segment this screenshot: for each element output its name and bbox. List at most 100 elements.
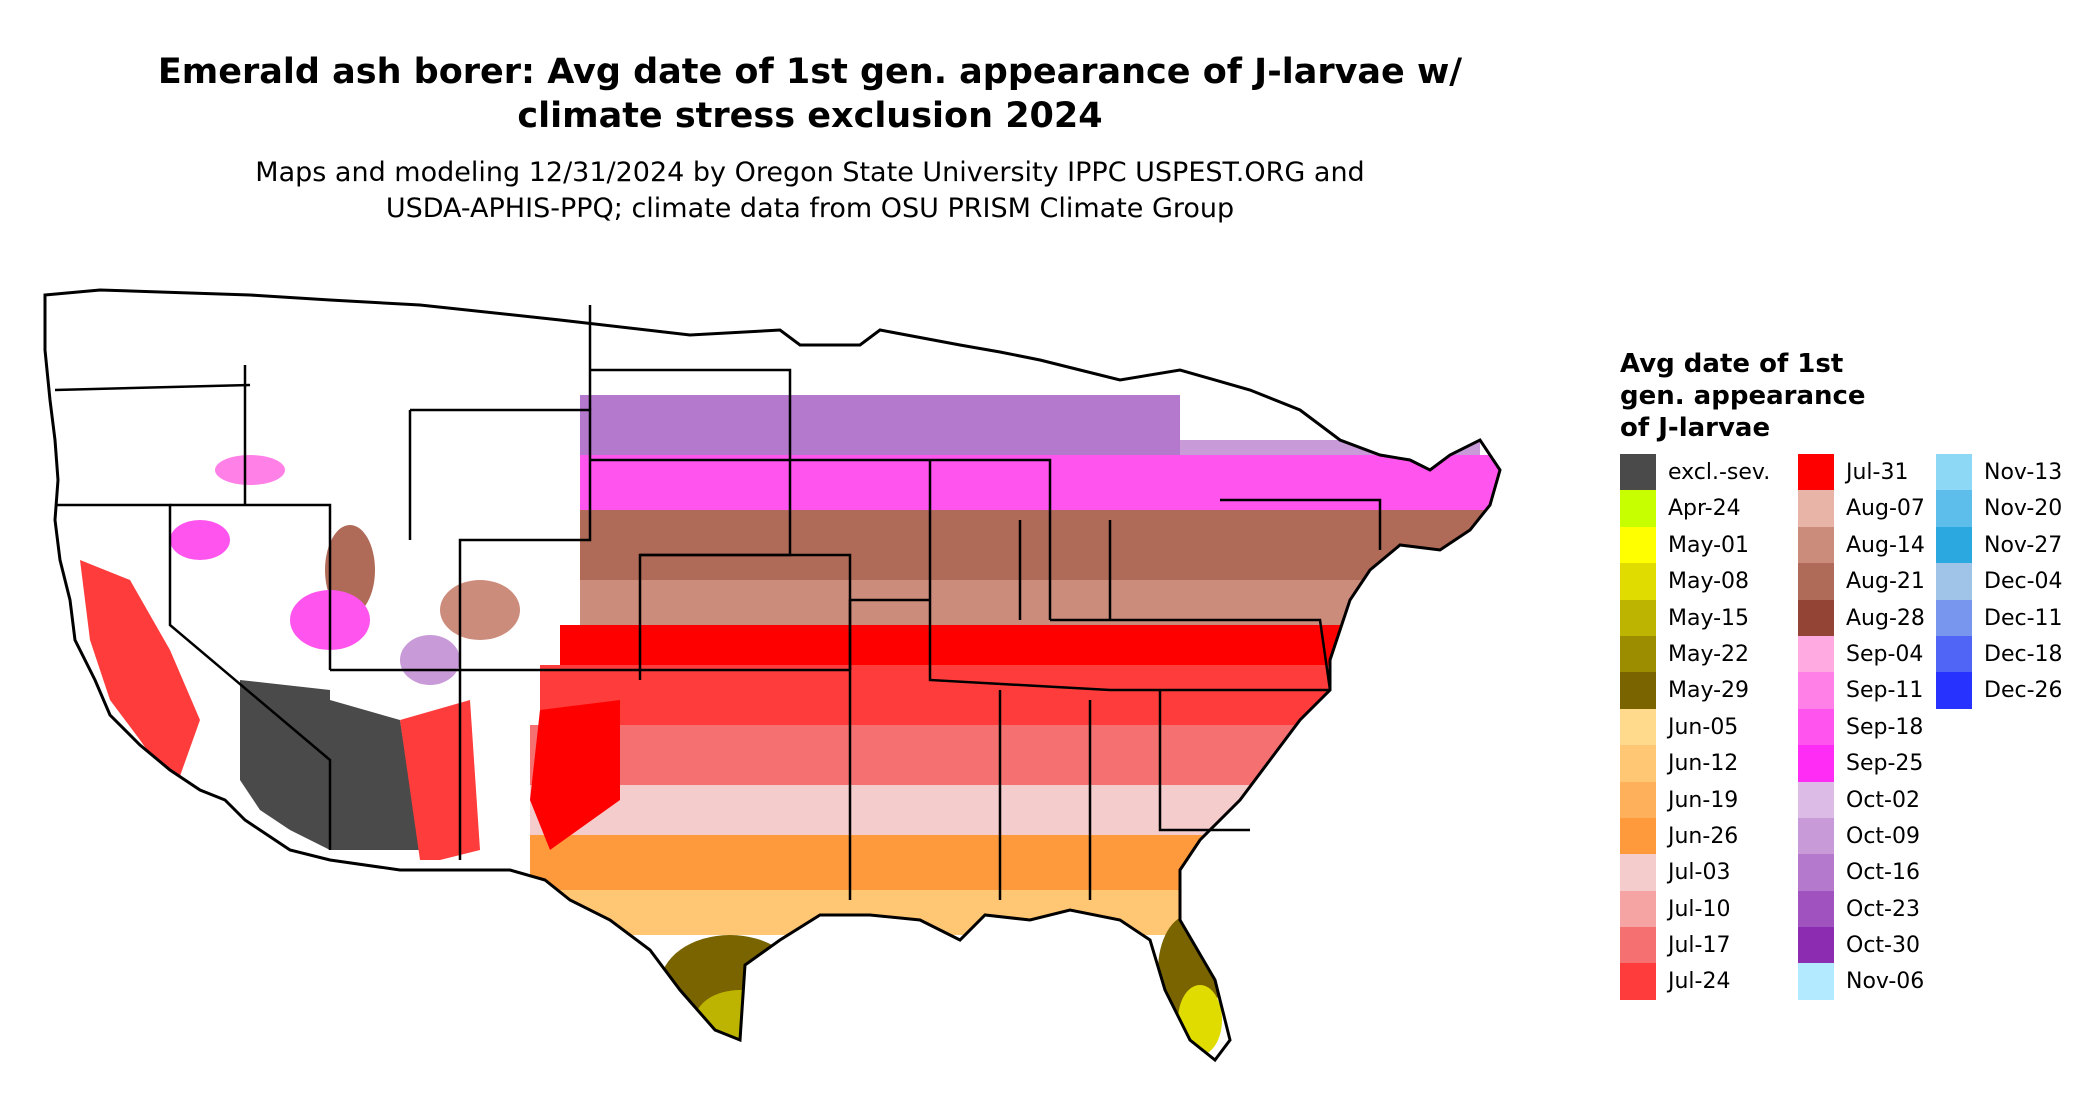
legend-item: Dec-26 <box>1936 672 2096 709</box>
legend-item: Aug-28 <box>1798 599 1958 636</box>
legend-swatch <box>1798 781 1834 818</box>
legend-label: Jul-03 <box>1668 860 1731 886</box>
legend-item: May-01 <box>1620 526 1780 564</box>
legend-swatch <box>1620 854 1656 891</box>
subtitle-line-1: Maps and modeling 12/31/2024 by Oregon S… <box>255 157 1365 188</box>
map-subtitle: Maps and modeling 12/31/2024 by Oregon S… <box>60 155 1560 227</box>
legend-label: Jul-24 <box>1668 969 1731 995</box>
legend-item: Jul-31 <box>1798 454 1958 491</box>
legend-title-line-3: of J-larvae <box>1620 413 1771 443</box>
legend-swatch <box>1620 635 1656 673</box>
legend-item: Apr-24 <box>1620 490 1780 527</box>
legend-label: Dec-18 <box>1984 641 2063 667</box>
legend-column: Nov-13 Nov-20 Nov-27 Dec-04 Dec-11 Dec-18 Dec-… <box>1936 454 2096 709</box>
legend-swatch <box>1798 927 1834 964</box>
map-title: Emerald ash borer: Avg date of 1st gen. … <box>60 50 1560 138</box>
legend-swatch <box>1798 526 1834 564</box>
legend-label: Nov-20 <box>1984 496 2063 522</box>
legend-label: Sep-25 <box>1846 751 1924 777</box>
legend-item: Nov-13 <box>1936 454 2096 491</box>
legend-label: excl.-sev. <box>1668 460 1771 485</box>
legend-swatch <box>1936 599 1972 636</box>
legend-label: Oct-02 <box>1846 787 1920 813</box>
legend-swatch <box>1798 454 1834 491</box>
legend-item: excl.-sev. <box>1620 454 1780 491</box>
legend-label: Oct-16 <box>1846 860 1920 886</box>
legend-item: Sep-11 <box>1798 672 1958 709</box>
legend-swatch <box>1798 635 1834 673</box>
legend-label: Jul-10 <box>1668 896 1731 922</box>
legend-swatch <box>1620 490 1656 527</box>
legend-label: Jun-05 <box>1668 714 1739 740</box>
legend-item: Aug-07 <box>1798 490 1958 527</box>
legend-item: Jun-26 <box>1620 817 1780 855</box>
legend-swatch <box>1620 672 1656 709</box>
legend-label: Aug-21 <box>1846 569 1925 595</box>
legend-item: Nov-27 <box>1936 526 2096 564</box>
legend-swatch <box>1798 817 1834 855</box>
legend-label: Nov-13 <box>1984 460 2063 485</box>
us-map <box>43 288 1502 1063</box>
legend-item: Aug-21 <box>1798 563 1958 600</box>
legend-label: May-15 <box>1668 605 1750 631</box>
legend-label: Oct-09 <box>1846 823 1920 849</box>
legend-item: Jun-05 <box>1620 708 1780 746</box>
legend-swatch <box>1798 708 1834 746</box>
legend-label: Aug-07 <box>1846 496 1925 522</box>
title-line-2: climate stress exclusion 2024 <box>517 96 1103 136</box>
legend: excl.-sev. Apr-24 May-01 May-08 May-15 May-22… <box>1620 454 2090 1004</box>
legend-item: Jul-10 <box>1620 890 1780 928</box>
legend-item: May-29 <box>1620 672 1780 709</box>
legend-item: Jul-03 <box>1620 854 1780 891</box>
legend-swatch <box>1936 672 1972 709</box>
legend-swatch <box>1798 599 1834 636</box>
legend-item: Jun-12 <box>1620 745 1780 782</box>
legend-column: excl.-sev. Apr-24 May-01 May-08 May-15 May-22… <box>1620 454 1780 1000</box>
legend-swatch <box>1798 563 1834 600</box>
us-outline <box>43 288 1502 1063</box>
legend-swatch <box>1936 526 1972 564</box>
legend-label: Aug-28 <box>1846 605 1925 631</box>
legend-swatch <box>1936 490 1972 527</box>
legend-swatch <box>1620 526 1656 564</box>
legend-swatch <box>1620 454 1656 491</box>
legend-item: May-15 <box>1620 599 1780 636</box>
subtitle-line-2: USDA-APHIS-PPQ; climate data from OSU PR… <box>385 193 1235 224</box>
legend-label: May-08 <box>1668 569 1750 595</box>
legend-swatch <box>1936 563 1972 600</box>
legend-item: Jun-19 <box>1620 781 1780 818</box>
legend-label: Jun-26 <box>1668 823 1739 849</box>
legend-label: Jun-12 <box>1668 751 1739 777</box>
legend-item: Oct-16 <box>1798 854 1958 891</box>
legend-swatch <box>1798 745 1834 782</box>
legend-title-line-1: Avg date of 1st <box>1620 349 1844 379</box>
legend-item: Oct-23 <box>1798 890 1958 928</box>
legend-column: Jul-31 Aug-07 Aug-14 Aug-21 Aug-28 Sep-04 Sep-… <box>1798 454 1958 1000</box>
legend-item: Oct-02 <box>1798 781 1958 818</box>
legend-item: Oct-09 <box>1798 817 1958 855</box>
legend-swatch <box>1620 890 1656 928</box>
legend-label: Sep-18 <box>1846 714 1924 740</box>
legend-label: Nov-27 <box>1984 532 2063 558</box>
legend-label: Oct-23 <box>1846 896 1920 922</box>
legend-swatch <box>1936 635 1972 673</box>
legend-swatch <box>1620 927 1656 964</box>
legend-item: Oct-30 <box>1798 927 1958 964</box>
legend-item: Sep-18 <box>1798 708 1958 746</box>
legend-label: Oct-30 <box>1846 933 1920 959</box>
legend-item: May-08 <box>1620 563 1780 600</box>
legend-item: Nov-20 <box>1936 490 2096 527</box>
legend-title-line-2: gen. appearance <box>1620 381 1866 411</box>
legend-label: Aug-14 <box>1846 532 1925 558</box>
legend-title: Avg date of 1st gen. appearance of J-lar… <box>1620 348 1920 444</box>
legend-label: May-22 <box>1668 641 1750 667</box>
legend-swatch <box>1798 890 1834 928</box>
legend-label: Apr-24 <box>1668 496 1741 522</box>
legend-item: Dec-11 <box>1936 599 2096 636</box>
legend-label: Jul-17 <box>1668 933 1731 959</box>
legend-swatch <box>1798 963 1834 1000</box>
state-borders <box>54 305 1382 900</box>
legend-label: Sep-04 <box>1846 641 1924 667</box>
legend-item: Nov-06 <box>1798 963 1958 1000</box>
legend-item: Jul-17 <box>1620 927 1780 964</box>
